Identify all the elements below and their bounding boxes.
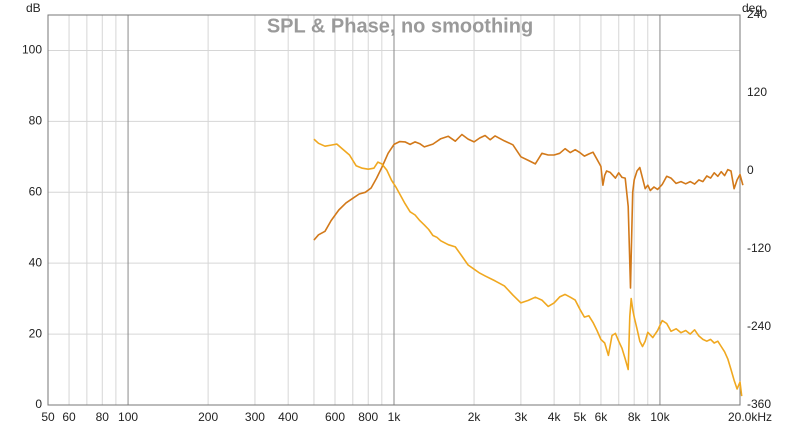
x-tick-label: 2k xyxy=(468,410,482,424)
x-tick-label: 3k xyxy=(515,410,529,424)
y-left-tick-label: 80 xyxy=(29,114,43,128)
y-right-tick-label: -120 xyxy=(747,241,771,255)
left-axis: 0 20 40 60 80 100 xyxy=(22,43,42,412)
y-right-tick-label: -360 xyxy=(747,397,771,411)
x-tick-label: 80 xyxy=(96,410,110,424)
y-left-tick-label: 60 xyxy=(29,184,43,198)
right-axis-unit: deg xyxy=(742,1,762,15)
x-tick-label: 300 xyxy=(245,410,265,424)
y-left-tick-label: 100 xyxy=(22,43,42,57)
x-tick-label: 10k xyxy=(650,410,670,424)
series-line-2 xyxy=(313,138,743,397)
x-tick-label: 1k xyxy=(388,410,402,424)
y-right-tick-label: 240 xyxy=(747,7,767,21)
y-right-tick-label: -240 xyxy=(747,319,771,333)
right-axis: -360 -240 -120 0 120 240 xyxy=(747,7,771,411)
x-tick-label: 60 xyxy=(62,410,76,424)
x-tick-label: 400 xyxy=(278,410,298,424)
x-tick-label: 200 xyxy=(198,410,218,424)
series-line-1 xyxy=(313,133,744,289)
x-tick-label: 800 xyxy=(358,410,378,424)
y-right-tick-label: 0 xyxy=(747,163,754,177)
x-axis: 50 60 80 100 200 300 400 600 800 1k 2k 3k 4k 5k 6k 8k 10… xyxy=(41,410,772,424)
x-tick-label: 8k xyxy=(628,410,642,424)
chart-title: SPL & Phase, no smoothing xyxy=(267,15,533,37)
x-tick-label: 50 xyxy=(41,410,55,424)
y-right-tick-label: 120 xyxy=(747,85,767,99)
x-tick-label: 600 xyxy=(325,410,345,424)
plot-frame xyxy=(47,14,741,406)
y-left-tick-label: 20 xyxy=(29,326,43,340)
y-left-tick-label: 40 xyxy=(29,255,43,269)
left-axis-unit: dB xyxy=(26,1,41,15)
x-tick-label: 5k xyxy=(574,410,588,424)
x-tick-label: 4k xyxy=(548,410,562,424)
x-tick-label: 6k xyxy=(595,410,609,424)
y-left-tick-label: 0 xyxy=(35,397,42,411)
series-group xyxy=(313,133,744,397)
x-tick-label: 100 xyxy=(118,410,138,424)
x-tick-label: 20.0kHz xyxy=(728,410,772,424)
